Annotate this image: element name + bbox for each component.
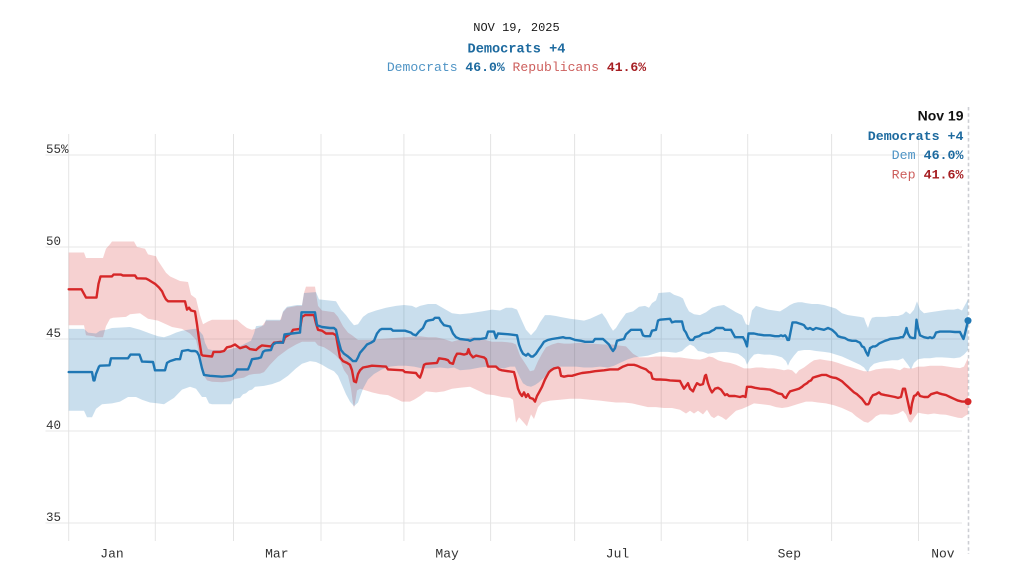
svg-text:Nov: Nov bbox=[931, 547, 955, 562]
svg-text:55%: 55% bbox=[46, 143, 69, 157]
svg-text:May: May bbox=[435, 547, 459, 562]
svg-text:Jul: Jul bbox=[606, 547, 630, 562]
svg-text:40: 40 bbox=[46, 419, 61, 433]
svg-text:Sep: Sep bbox=[778, 547, 801, 562]
svg-text:50: 50 bbox=[46, 235, 61, 249]
svg-text:45: 45 bbox=[46, 327, 61, 341]
svg-text:Democrats 46.0% Republicans 41: Democrats 46.0% Republicans 41.6% bbox=[387, 60, 646, 75]
svg-text:NOV 19, 2025: NOV 19, 2025 bbox=[473, 21, 559, 35]
svg-text:Democrats +4: Democrats +4 bbox=[868, 129, 964, 144]
svg-text:Dem 46.0%: Dem 46.0% bbox=[892, 148, 964, 163]
svg-text:Nov 19: Nov 19 bbox=[918, 108, 964, 124]
svg-text:Rep 41.6%: Rep 41.6% bbox=[892, 167, 964, 182]
svg-text:Democrats +4: Democrats +4 bbox=[468, 42, 566, 57]
svg-text:Jan: Jan bbox=[100, 547, 123, 562]
svg-text:Mar: Mar bbox=[265, 547, 288, 562]
svg-text:35: 35 bbox=[46, 511, 61, 525]
